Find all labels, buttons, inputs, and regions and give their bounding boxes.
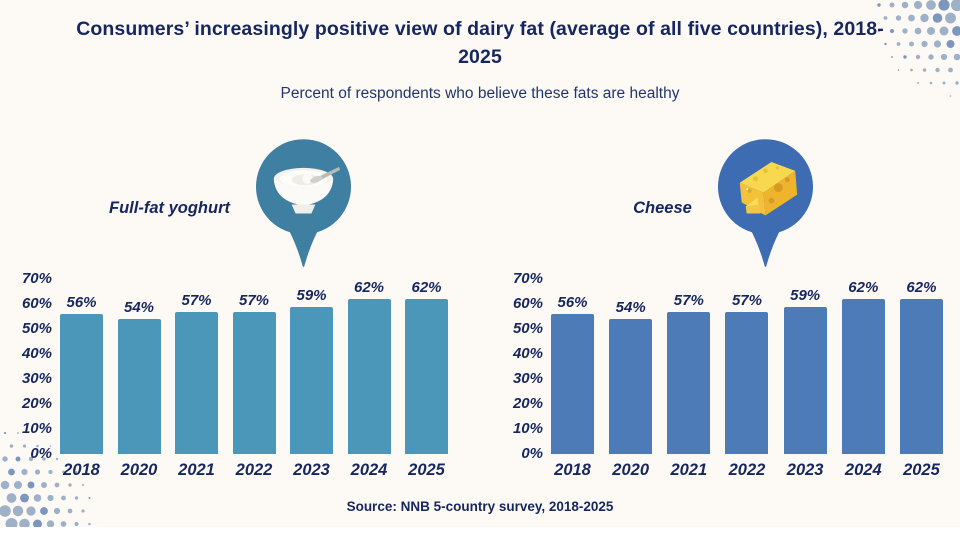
page-title: Consumers’ increasingly positive view of… — [76, 18, 884, 69]
bar-column: 59% 2023 — [290, 287, 333, 481]
bar-column: 57% 2021 — [175, 292, 218, 481]
yoghurt-bowl-icon — [255, 139, 352, 274]
cheese-chart-plot: 70% 60% 50% 40% 30% 20% 10% 0% 56% 2018 54% 2020 57… — [503, 270, 945, 480]
y-axis-tick: 0% — [30, 445, 52, 462]
bar — [117, 319, 161, 454]
y-axis-tick: 20% — [21, 395, 52, 412]
bar-column: 57% 2022 — [725, 291, 769, 481]
bar-value-label: 56% — [557, 294, 588, 311]
y-axis-tick: 60% — [512, 295, 543, 312]
bar — [667, 311, 711, 454]
bar-value-label: 62% — [848, 279, 879, 296]
bar — [175, 311, 218, 454]
bar-column: 57% 2022 — [232, 291, 276, 481]
bar-value-label: 54% — [123, 299, 155, 316]
x-axis-label: 2024 — [350, 461, 388, 479]
bar-column: 59% 2023 — [783, 286, 827, 481]
bar-value-label: 57% — [673, 291, 704, 309]
yoghurt-badge-row: Full-fat yoghurt — [12, 138, 450, 278]
y-axis-tick: 50% — [21, 320, 52, 337]
y-axis-tick: 30% — [21, 370, 52, 387]
x-axis-label: 2023 — [293, 461, 330, 479]
x-axis-label: 2020 — [612, 461, 650, 479]
bar-value-label: 57% — [238, 291, 270, 309]
x-axis-label: 2021 — [670, 461, 708, 479]
x-axis-label: 2020 — [120, 461, 158, 479]
bar-value-label: 59% — [296, 286, 327, 304]
bar-column: 62% 2024 — [347, 279, 391, 480]
y-axis-tick: 30% — [512, 370, 543, 387]
bar-value-label: 62% — [353, 279, 385, 296]
bar-column: 62% 2025 — [405, 279, 448, 480]
y-axis-tick: 20% — [512, 395, 543, 412]
x-axis-label: 2018 — [554, 461, 591, 479]
y-axis-tick: 50% — [512, 320, 543, 337]
bar — [405, 299, 448, 454]
bar — [60, 314, 103, 454]
y-axis-tick: 0% — [521, 445, 543, 462]
cheese-bars: 56% 2018 54% 2020 57% 2021 57% 2022 59% 2023 62% 20… — [549, 279, 945, 480]
x-axis-label: 2018 — [63, 461, 100, 479]
x-axis-label: 2022 — [728, 461, 766, 479]
y-axis-tick: 40% — [21, 345, 52, 362]
bar-value-label: 59% — [790, 286, 821, 304]
bar — [290, 306, 333, 454]
x-axis-label: 2023 — [786, 461, 824, 479]
cheese-chart-label: Cheese — [633, 198, 692, 217]
bar-value-label: 54% — [615, 299, 646, 316]
x-axis-label: 2021 — [178, 461, 215, 479]
bar-value-label: 57% — [731, 291, 762, 309]
cheese-icon — [717, 139, 813, 274]
cheese-badge-row: Cheese — [503, 138, 945, 278]
bar-value-label: 62% — [411, 279, 442, 296]
y-axis-tick: 10% — [512, 420, 543, 437]
bar-column: 62% 2025 — [899, 279, 943, 480]
bar — [551, 314, 594, 454]
x-axis-label: 2025 — [903, 461, 940, 479]
y-axis-tick: 60% — [21, 295, 52, 312]
yoghurt-y-axis: 70% 60% 50% 40% 30% 20% 10% 0% — [12, 270, 58, 480]
cheese-y-axis: 70% 60% 50% 40% 30% 20% 10% 0% — [503, 270, 549, 480]
yoghurt-chart-plot: 70% 60% 50% 40% 30% 20% 10% 0% 56% 2018 54% 2020 57… — [12, 270, 450, 480]
bar-value-label: 62% — [906, 279, 937, 296]
bar — [609, 319, 653, 454]
y-axis-tick: 70% — [512, 270, 543, 287]
y-axis-tick: 10% — [21, 420, 52, 437]
yoghurt-bars: 56% 2018 54% 2020 57% 2021 57% 2022 59% 2023 62% 20… — [58, 279, 450, 480]
yoghurt-chart-section: Full-fat yoghurt 70% 60% 50% 40% 30% 20% 10% 0%… — [12, 138, 450, 480]
bar-column: 54% 2020 — [609, 299, 653, 480]
bar-column: 57% 2021 — [667, 291, 711, 481]
bar-column: 56% 2018 — [551, 294, 594, 480]
x-axis-label: 2022 — [235, 461, 273, 479]
bar — [899, 299, 943, 454]
page-subtitle: Percent of respondents who believe these… — [280, 85, 680, 102]
bar-column: 54% 2020 — [117, 299, 161, 480]
bar — [725, 311, 769, 454]
bar — [347, 299, 391, 454]
bar-value-label: 56% — [66, 294, 97, 311]
cheese-chart-section: Cheese 70% 60% 50% 4 — [503, 138, 945, 480]
source-note: Source: NNB 5-country survey, 2018-2025 — [346, 499, 614, 514]
yoghurt-chart-label: Full-fat yoghurt — [109, 198, 230, 217]
bar — [232, 311, 276, 454]
bar-column: 62% 2024 — [841, 279, 885, 480]
x-axis-label: 2025 — [408, 461, 445, 479]
bar — [841, 299, 885, 454]
bar-column: 56% 2018 — [60, 294, 103, 480]
bar — [783, 306, 827, 454]
x-axis-label: 2024 — [844, 461, 882, 479]
bar-value-label: 57% — [181, 291, 212, 309]
y-axis-tick: 40% — [512, 345, 543, 362]
y-axis-tick: 70% — [21, 270, 52, 287]
